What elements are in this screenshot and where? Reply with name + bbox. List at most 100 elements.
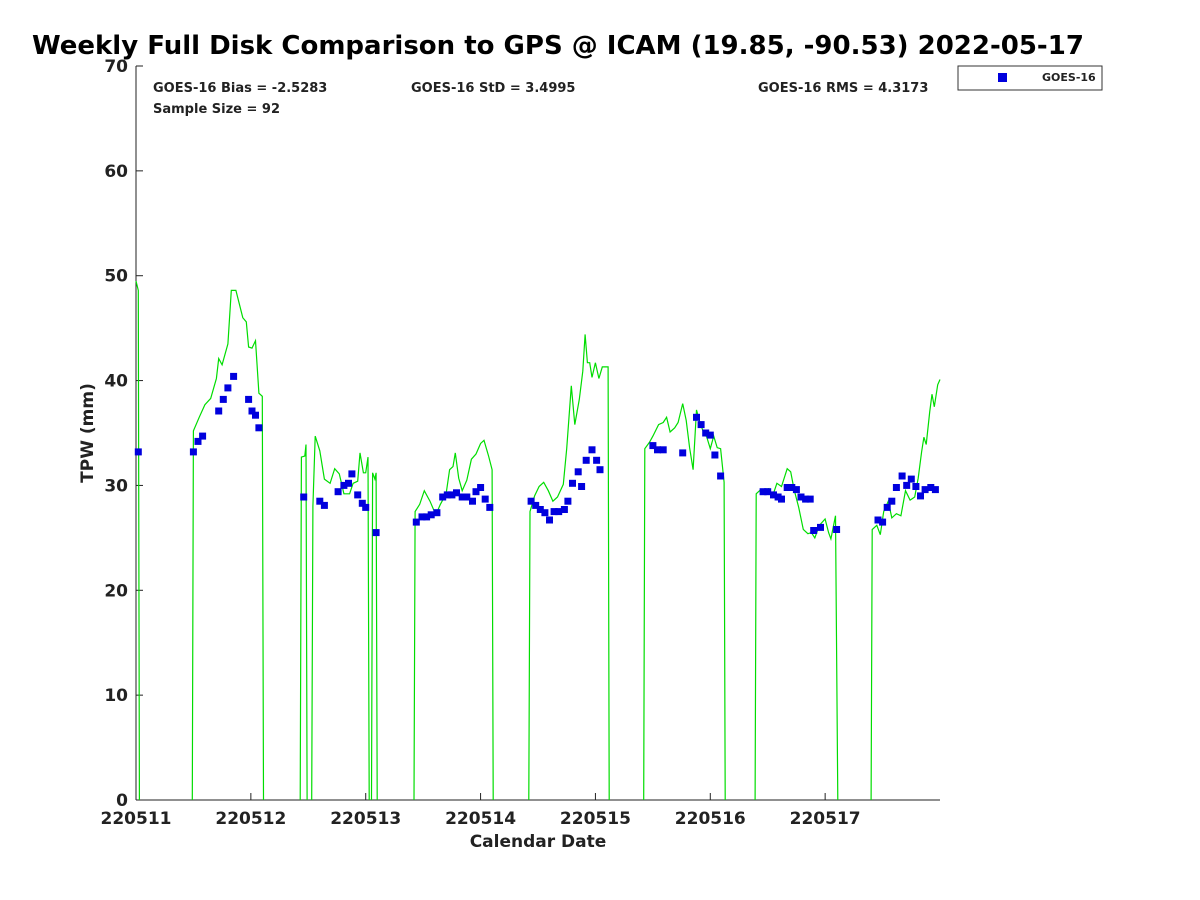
legend-marker-goes-16 bbox=[998, 73, 1007, 82]
goes-16-point bbox=[654, 446, 661, 454]
goes-16-point bbox=[418, 513, 426, 521]
goes-16-point bbox=[472, 488, 480, 496]
goes-16-point bbox=[372, 529, 380, 537]
goes-16-point bbox=[255, 424, 263, 432]
goes-16-point bbox=[245, 395, 253, 403]
goes-16-point bbox=[481, 495, 489, 503]
y-axis-label: TPW (mm) bbox=[78, 383, 98, 483]
goes-16-point bbox=[697, 421, 705, 429]
goes-16-point bbox=[300, 493, 308, 501]
goes-16-point bbox=[340, 481, 348, 489]
gps-line-segment bbox=[528, 334, 610, 801]
gps-line-segment bbox=[311, 435, 370, 801]
goes-16-point bbox=[412, 518, 420, 526]
goes-16-point bbox=[433, 509, 441, 517]
x-tick-label: 220514 bbox=[445, 809, 516, 829]
goes-16-point bbox=[334, 488, 342, 496]
goes-16-point bbox=[783, 484, 791, 491]
goes-16-point bbox=[912, 483, 920, 490]
x-tick-label: 220511 bbox=[101, 809, 172, 829]
legend-box bbox=[957, 65, 1103, 91]
goes-16-point bbox=[883, 503, 891, 511]
goes-16-point bbox=[806, 495, 814, 503]
goes-16-point bbox=[679, 449, 687, 457]
goes-16-point bbox=[711, 451, 719, 459]
goes-16-point bbox=[903, 481, 911, 489]
x-tick-label: 220513 bbox=[330, 809, 401, 829]
goes-16-point bbox=[362, 503, 370, 511]
goes-16-point bbox=[345, 479, 352, 487]
goes-16-point bbox=[764, 488, 772, 496]
y-tick-label: 60 bbox=[104, 162, 128, 182]
x-tick-label: 220516 bbox=[675, 809, 746, 829]
goes-16-point bbox=[427, 511, 435, 519]
goes-16-point bbox=[596, 466, 604, 474]
goes-16-point bbox=[215, 407, 223, 415]
goes-16-point bbox=[536, 506, 544, 513]
chart-title: Weekly Full Disk Comparison to GPS @ ICA… bbox=[32, 31, 1084, 61]
goes-16-point bbox=[219, 395, 227, 403]
gps-line-segment bbox=[413, 439, 494, 801]
goes-16-point bbox=[569, 479, 576, 487]
gps-line-segment bbox=[643, 403, 726, 801]
goes-16-point bbox=[574, 468, 582, 476]
goes-16-point bbox=[348, 470, 356, 478]
goes-16-point bbox=[252, 411, 259, 419]
goes-16-point bbox=[817, 523, 824, 531]
goes-16-point bbox=[588, 446, 596, 454]
goes-16-point bbox=[907, 475, 915, 483]
y-tick-label: 40 bbox=[104, 372, 128, 392]
y-tick-label: 0 bbox=[116, 791, 128, 811]
goes-16-point bbox=[802, 495, 810, 503]
legend: GOES-16 bbox=[957, 65, 1103, 91]
y-tick-label: 30 bbox=[104, 476, 128, 496]
goes-16-point bbox=[578, 483, 586, 490]
y-tick-label: 10 bbox=[104, 686, 128, 706]
x-axis-label: Calendar Date bbox=[470, 832, 607, 852]
goes-16-point bbox=[358, 499, 366, 507]
sample-size-stat: Sample Size = 92 bbox=[153, 102, 280, 117]
gps-line-segment bbox=[870, 379, 941, 801]
y-tick-label: 20 bbox=[104, 581, 128, 601]
goes-16-point bbox=[560, 506, 568, 513]
goes-16-point bbox=[927, 484, 935, 491]
x-tick-label: 220512 bbox=[215, 809, 286, 829]
goes-16-point bbox=[931, 486, 939, 494]
rms-stat: GOES-16 RMS = 4.3173 bbox=[758, 81, 928, 96]
goes-16-point bbox=[874, 516, 882, 524]
goes-16-point bbox=[194, 437, 202, 445]
goes-16-point bbox=[248, 407, 256, 415]
goes-16-point bbox=[879, 518, 887, 526]
goes-16-point bbox=[199, 432, 207, 440]
goes-16-point bbox=[917, 492, 924, 500]
goes-16-point bbox=[706, 431, 714, 439]
gps-line-segment bbox=[370, 472, 378, 801]
std-stat: GOES-16 StD = 3.4995 bbox=[411, 81, 575, 96]
goes-16-point bbox=[320, 501, 328, 509]
goes-16-point bbox=[555, 508, 563, 516]
goes-16-point bbox=[477, 484, 485, 491]
goes-16-point bbox=[453, 489, 460, 497]
x-ticks: 220511 220512 220513 220514 220515 220516 2205… bbox=[101, 793, 861, 829]
goes-16-point bbox=[759, 488, 767, 496]
x-tick-label: 220515 bbox=[560, 809, 631, 829]
goes-16-point bbox=[316, 497, 324, 505]
goes-16-point bbox=[659, 446, 667, 454]
gps-series-line bbox=[135, 280, 941, 801]
goes-16-point bbox=[888, 497, 896, 505]
goes-16-point bbox=[134, 448, 142, 456]
goes-16-point bbox=[702, 429, 710, 437]
goes-16-point bbox=[898, 472, 906, 480]
goes-16-point bbox=[423, 513, 431, 521]
goes-16-point bbox=[770, 491, 777, 499]
goes-16-point bbox=[486, 503, 494, 511]
legend-label-goes-16: GOES-16 bbox=[1042, 71, 1096, 84]
goes-16-point bbox=[541, 509, 549, 517]
plot-area bbox=[135, 66, 940, 801]
goes-16-point bbox=[788, 484, 796, 491]
gps-line-segment bbox=[191, 289, 265, 801]
goes-16-point bbox=[439, 493, 447, 501]
goes-16-point bbox=[550, 508, 558, 516]
